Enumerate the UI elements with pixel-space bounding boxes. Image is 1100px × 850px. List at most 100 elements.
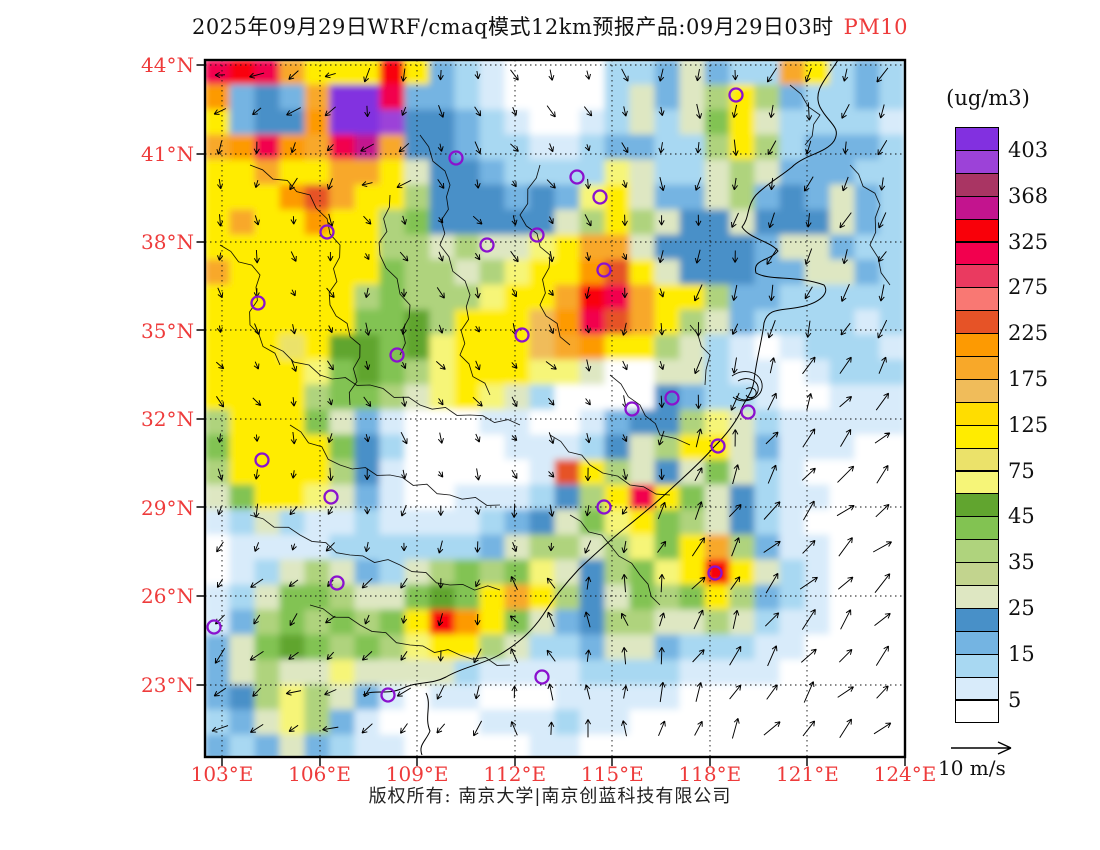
province-border	[419, 134, 491, 396]
colorbar-segment	[955, 424, 999, 449]
station-marker	[254, 452, 270, 468]
province-border	[849, 164, 891, 286]
colorbar-segment	[955, 218, 999, 243]
colorbar-tick-value: 325	[1008, 229, 1049, 254]
colorbar-tick-value: 225	[1008, 321, 1049, 346]
colorbar-segment	[955, 562, 999, 586]
station-marker	[624, 401, 640, 417]
colorbar-segment	[955, 378, 999, 403]
station-marker	[479, 237, 495, 253]
colorbar-segment	[955, 149, 999, 174]
colorbar-segment	[955, 172, 999, 197]
station-marker	[534, 669, 550, 685]
lat-tick-label: 38°N	[141, 230, 194, 255]
axis-ticks	[196, 64, 906, 766]
province-border	[289, 424, 501, 506]
station-marker	[664, 390, 680, 406]
province-border	[519, 164, 571, 346]
province-border	[569, 514, 661, 606]
colorbar-tick-value: 25	[1008, 595, 1035, 620]
colorbar-tick-value: 5	[1008, 687, 1022, 712]
copyright-text: 版权所有: 南京大学|南京创蓝科技有限公司	[368, 786, 732, 807]
province-border	[219, 244, 281, 366]
province-border	[249, 164, 361, 406]
map-canvas	[196, 58, 907, 766]
station-marker	[710, 438, 726, 454]
colorbar-segment	[955, 676, 999, 701]
station-marker	[380, 687, 396, 703]
station-marker	[707, 565, 723, 581]
colorbar-segment	[955, 287, 999, 312]
province-border	[378, 194, 411, 356]
title-text: 2025年09月29日WRF/cmaq模式12km预报产品:09月29日03时	[191, 15, 834, 39]
lon-tick-label: 121°E	[776, 762, 839, 786]
lat-tick-label: 35°N	[141, 318, 194, 343]
wind-vectors	[211, 67, 893, 739]
lon-tick-label: 124°E	[873, 762, 937, 786]
colorbar-segment	[955, 607, 999, 632]
coastline-peninsula	[420, 692, 431, 756]
station-marker	[389, 347, 405, 363]
map-frame	[203, 58, 907, 759]
colorbar-segment	[955, 401, 999, 426]
province-border	[609, 374, 691, 446]
colorbar-segment	[955, 447, 999, 472]
colorbar-segment	[955, 699, 999, 724]
station-marker	[592, 189, 608, 205]
province-border	[269, 344, 521, 426]
colorbar-tick-value: 15	[1008, 641, 1035, 666]
station-marker	[329, 575, 345, 591]
colorbar-tick-value: 403	[1008, 137, 1049, 162]
station-marker	[529, 227, 545, 243]
colorbar-tick-value: 175	[1008, 366, 1049, 391]
colorbar-segment	[955, 539, 999, 564]
graticule-lines	[205, 60, 905, 757]
station-marker	[206, 619, 222, 635]
lon-tick-label: 103°E	[190, 762, 254, 786]
station-marker	[740, 404, 756, 420]
lon-tick-label: 115°E	[580, 762, 644, 786]
lat-tick-label: 23°N	[141, 672, 194, 697]
colorbar-tick-value: 75	[1008, 458, 1035, 483]
lat-tick-label: 32°N	[141, 407, 194, 432]
station-marker	[728, 87, 744, 103]
colorbar-segment	[955, 127, 999, 151]
lat-tick-label: 26°N	[141, 584, 194, 609]
colorbar-segment	[955, 241, 999, 266]
lon-tick-label: 112°E	[483, 762, 547, 786]
coastline	[362, 60, 839, 696]
colorbar-segment	[955, 264, 999, 289]
colorbar-tick-value: 45	[1008, 504, 1035, 529]
province-border	[789, 84, 821, 146]
province-border	[549, 434, 671, 496]
title-pollutant-label: PM10	[843, 15, 909, 39]
colorbar-segment	[955, 493, 999, 518]
colorbar-segment	[955, 516, 999, 541]
cyclone-swirl-icon	[731, 371, 763, 402]
lon-tick-label: 109°E	[385, 762, 449, 786]
lat-tick-label: 44°N	[141, 53, 194, 77]
colorbar-segment	[955, 356, 999, 380]
lat-tick-label: 29°N	[141, 495, 194, 520]
colorbar-segment	[955, 310, 999, 335]
station-marker	[250, 295, 266, 311]
station-marker	[448, 150, 464, 166]
colorbar-tick-value: 35	[1008, 550, 1035, 575]
lat-tick-label: 41°N	[141, 141, 194, 166]
station-marker	[514, 327, 530, 343]
station-marker	[596, 262, 612, 278]
colorbar-segment	[955, 470, 999, 495]
wind-legend-label: 10 m/s	[938, 756, 1006, 780]
station-marker	[319, 224, 335, 240]
wind-legend-arrow-icon	[951, 741, 1012, 755]
colorbar-segment	[955, 630, 999, 655]
lon-tick-label: 106°E	[288, 762, 351, 786]
lon-tick-label: 118°E	[678, 762, 742, 786]
colorbar-segment	[955, 653, 999, 678]
colorbar-tick-value: 125	[1008, 412, 1049, 437]
colorbar-segment	[955, 333, 999, 357]
map-fill-layer	[205, 60, 905, 757]
colorbar-tick-value: 368	[1008, 183, 1049, 208]
station-marker	[323, 489, 339, 505]
